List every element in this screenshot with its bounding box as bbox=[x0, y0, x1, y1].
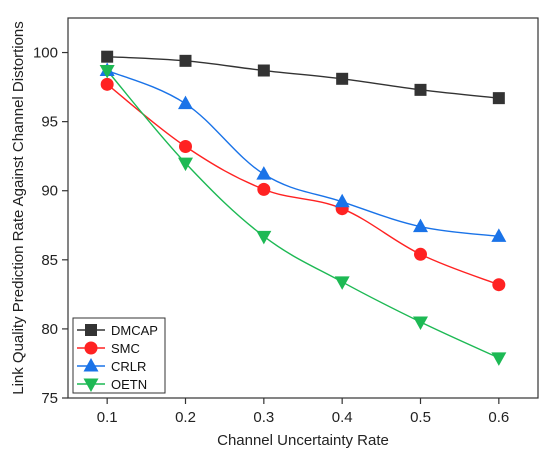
data-point-dmcap bbox=[336, 72, 349, 85]
data-point-smc bbox=[179, 140, 192, 154]
series-markers bbox=[99, 50, 507, 366]
data-point-crlr bbox=[256, 166, 272, 180]
data-point-dmcap bbox=[101, 50, 114, 63]
data-point-oetn bbox=[178, 157, 193, 172]
y-tick-label: 95 bbox=[41, 114, 58, 131]
series-line-oetn bbox=[106, 70, 500, 359]
legend-marker bbox=[83, 378, 99, 392]
x-axis: 0.1 0.2 0.3 0.4 0.5 0.6 bbox=[97, 398, 509, 426]
legend-marker bbox=[83, 358, 99, 372]
x-tick-label: 0.5 bbox=[410, 409, 431, 426]
legend: DMCAP SMC CRLR OETN bbox=[72, 317, 166, 394]
legend-marker bbox=[85, 324, 97, 336]
x-axis-title: Channel Uncertainty Rate bbox=[217, 432, 389, 449]
series-lines bbox=[106, 55, 500, 359]
data-point-crlr bbox=[413, 218, 428, 233]
data-point-dmcap bbox=[492, 92, 505, 105]
data-point-oetn bbox=[491, 352, 507, 366]
data-point-smc bbox=[257, 182, 271, 196]
y-tick-label: 80 bbox=[41, 321, 58, 338]
legend-label: CRLR bbox=[111, 359, 146, 374]
y-axis-title: Link Quality Prediction Rate Against Cha… bbox=[10, 21, 27, 395]
data-point-oetn bbox=[413, 316, 428, 330]
data-point-dmcap bbox=[179, 54, 192, 67]
y-tick-label: 100 bbox=[33, 45, 58, 62]
data-point-crlr bbox=[334, 193, 350, 208]
data-point-crlr bbox=[178, 95, 193, 110]
series-line-dmcap bbox=[107, 55, 499, 99]
series-line-crlr bbox=[106, 69, 499, 238]
data-point-crlr bbox=[491, 228, 507, 242]
y-tick-label: 85 bbox=[41, 252, 58, 269]
x-tick-label: 0.4 bbox=[332, 409, 353, 426]
legend-marker bbox=[84, 341, 98, 355]
data-point-smc bbox=[414, 247, 427, 261]
data-point-dmcap bbox=[414, 83, 427, 96]
data-point-dmcap bbox=[257, 64, 270, 77]
data-point-oetn bbox=[99, 65, 115, 79]
x-tick-label: 0.2 bbox=[175, 409, 196, 426]
data-point-smc bbox=[492, 278, 506, 292]
legend-label: DMCAP bbox=[111, 323, 158, 338]
series-line-smc bbox=[106, 83, 500, 286]
x-tick-label: 0.1 bbox=[97, 409, 118, 426]
plot-frame bbox=[67, 17, 539, 399]
y-axis: 75 80 85 90 95 100 bbox=[33, 45, 68, 407]
y-tick-label: 90 bbox=[41, 183, 58, 200]
data-point-oetn bbox=[256, 230, 272, 245]
data-point-oetn bbox=[334, 276, 350, 290]
x-tick-label: 0.3 bbox=[253, 409, 274, 426]
x-tick-label: 0.6 bbox=[488, 409, 509, 426]
legend-label: OETN bbox=[111, 377, 147, 392]
legend-label: SMC bbox=[111, 341, 140, 356]
y-tick-label: 75 bbox=[41, 390, 58, 407]
data-point-smc bbox=[100, 77, 114, 91]
